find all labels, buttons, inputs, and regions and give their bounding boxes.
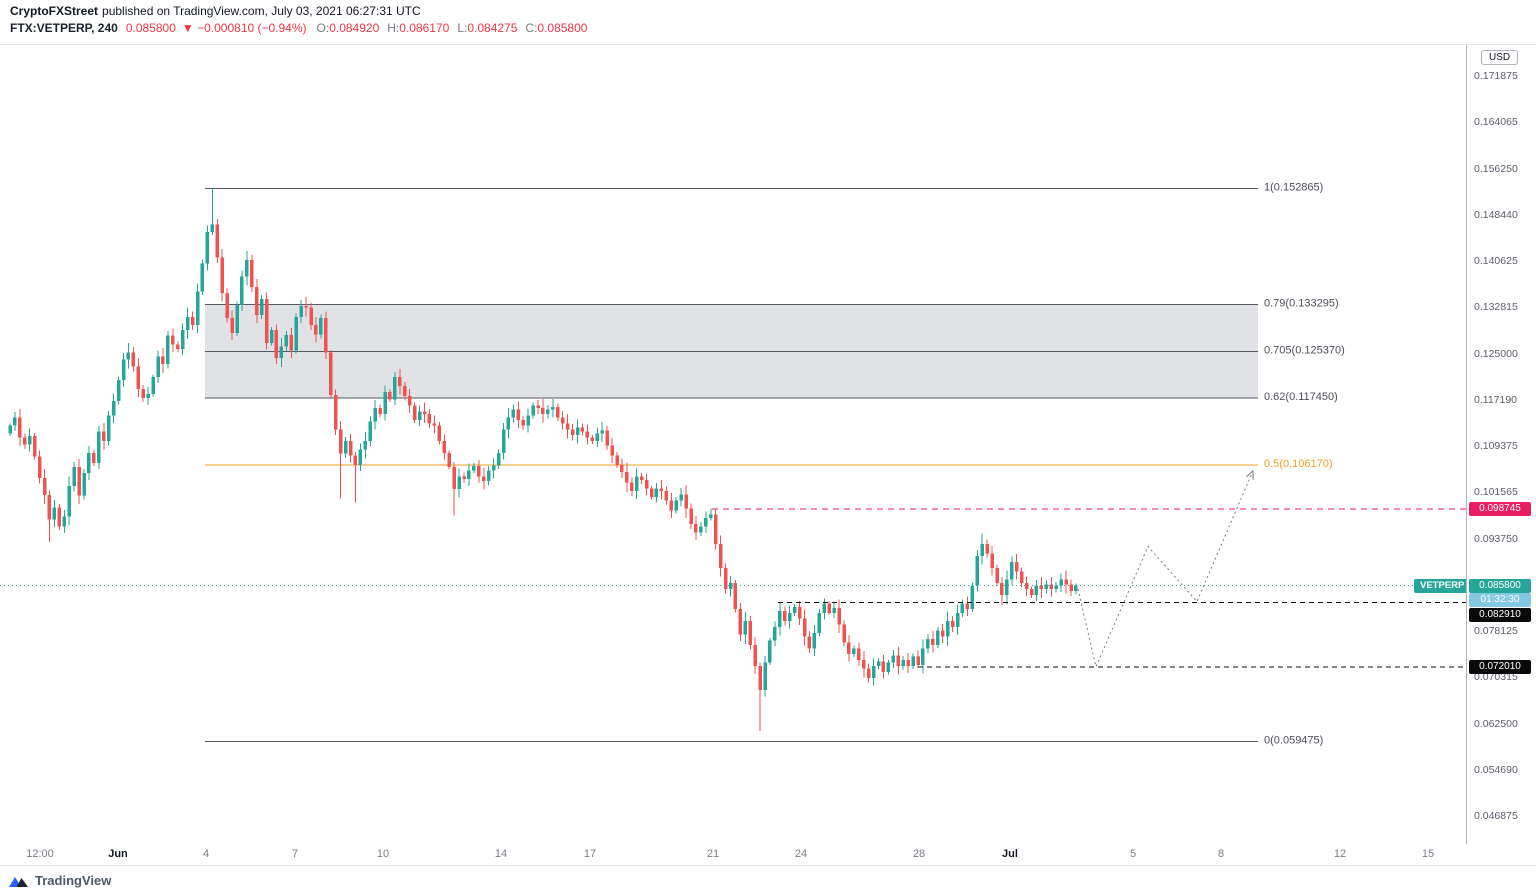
price-tick: 0.132815 bbox=[1474, 301, 1518, 314]
currency-toggle[interactable]: USD bbox=[1481, 50, 1519, 65]
time-tick: 5 bbox=[1129, 848, 1137, 860]
price-tick: 0.078125 bbox=[1474, 625, 1518, 637]
price-tick: 0.140625 bbox=[1474, 255, 1518, 267]
price-tick: 0.117190 bbox=[1474, 393, 1518, 406]
svg-text:1(0.152865): 1(0.152865) bbox=[1264, 182, 1323, 194]
candlesticks bbox=[8, 188, 1078, 732]
fib-level-labels: 1(0.152865) 0.79(0.133295) 0.705(0.125370)… bbox=[1264, 182, 1345, 747]
price-tick: 0.062500 bbox=[1474, 717, 1518, 730]
time-tick: Jun bbox=[108, 848, 128, 860]
svg-text:0.705(0.125370): 0.705(0.125370) bbox=[1264, 344, 1345, 356]
price-tick: 0.125000 bbox=[1474, 347, 1518, 360]
time-tick: 4 bbox=[202, 848, 210, 860]
fib-level-lines[interactable] bbox=[205, 188, 1258, 742]
symbol-info-bar: FTX:VETPERP, 240 0.085800 ▼ −0.000810 (−… bbox=[10, 21, 595, 35]
price-tick: 0.148440 bbox=[1474, 208, 1518, 221]
time-tick: 8 bbox=[1217, 848, 1225, 860]
time-tick: 17 bbox=[583, 848, 597, 860]
time-tick: 15 bbox=[1421, 848, 1435, 860]
symbol-name[interactable]: FTX:VETPERP, 240 bbox=[10, 21, 118, 35]
svg-text:0(0.059475): 0(0.059475) bbox=[1264, 734, 1323, 746]
time-tick: 7 bbox=[291, 848, 299, 860]
support-price-label: 0.072010 bbox=[1469, 660, 1531, 675]
last-price-value: 0.085800 bbox=[125, 21, 176, 35]
price-plot[interactable]: 1(0.152865) 0.79(0.133295) 0.705(0.125370)… bbox=[0, 45, 1466, 845]
bar-countdown-label: 01:32:30 bbox=[1469, 593, 1531, 608]
price-tick: 0.070315 bbox=[1474, 671, 1518, 684]
time-tick: 14 bbox=[494, 848, 508, 860]
price-tick: 0.164065 bbox=[1474, 116, 1518, 129]
svg-text:0.79(0.133295): 0.79(0.133295) bbox=[1264, 297, 1339, 309]
time-tick: 12 bbox=[1333, 848, 1347, 860]
horizontal-level-lines[interactable] bbox=[0, 508, 1466, 668]
forecast-arrow bbox=[1077, 470, 1254, 669]
tradingview-brand[interactable]: TradingView bbox=[35, 873, 112, 888]
svg-text:0.62(0.117450): 0.62(0.117450) bbox=[1264, 391, 1338, 403]
low-value: L:0.084275 bbox=[457, 21, 518, 35]
support-price-label: 0.082910 bbox=[1469, 607, 1531, 622]
close-value: C:0.085800 bbox=[525, 21, 588, 35]
time-tick: 10 bbox=[376, 848, 390, 860]
price-tick: 0.093750 bbox=[1474, 532, 1518, 545]
time-tick: 28 bbox=[912, 848, 926, 860]
footer: TradingView bbox=[0, 866, 1536, 895]
publication-author: CryptoFXStreet bbox=[10, 4, 99, 18]
svg-text:0.5(0.106170): 0.5(0.106170) bbox=[1264, 458, 1333, 470]
time-tick: 21 bbox=[706, 848, 720, 860]
publication-line: CryptoFXStreet published on TradingView.c… bbox=[10, 4, 421, 18]
price-tick: 0.101565 bbox=[1474, 486, 1518, 499]
tradingview-logo-icon[interactable] bbox=[8, 873, 30, 889]
price-tick: 0.109375 bbox=[1474, 440, 1518, 452]
series-flag: VETPERP bbox=[1414, 578, 1471, 593]
time-axis[interactable]: 12:00 Jun 4 7 10 14 17 21 24 28 Jul 5 8 12 15 bbox=[0, 844, 1536, 866]
high-value: H:0.086170 bbox=[387, 21, 450, 35]
chart-area: 1(0.152865) 0.79(0.133295) 0.705(0.125370)… bbox=[0, 44, 1536, 846]
price-tick: 0.156250 bbox=[1474, 162, 1518, 175]
time-tick: 24 bbox=[794, 848, 808, 860]
publication-text: published on TradingView.com, July 03, 2… bbox=[102, 4, 421, 18]
open-value: O:0.084920 bbox=[316, 21, 380, 35]
price-tick: 0.171875 bbox=[1474, 70, 1518, 82]
target-price-label: 0.098745 bbox=[1469, 501, 1531, 516]
last-price-label: 0.085800 bbox=[1469, 578, 1531, 593]
price-tick: 0.054690 bbox=[1474, 763, 1518, 776]
time-tick: 12:00 bbox=[26, 848, 54, 860]
time-tick: Jul bbox=[1002, 848, 1018, 860]
price-tick: 0.046875 bbox=[1474, 810, 1518, 822]
price-axis[interactable]: USD 0.171875 0.164065 0.156250 0.148440 0.14… bbox=[1466, 45, 1536, 845]
price-change: ▼ −0.000810 (−0.94%) bbox=[181, 21, 307, 35]
